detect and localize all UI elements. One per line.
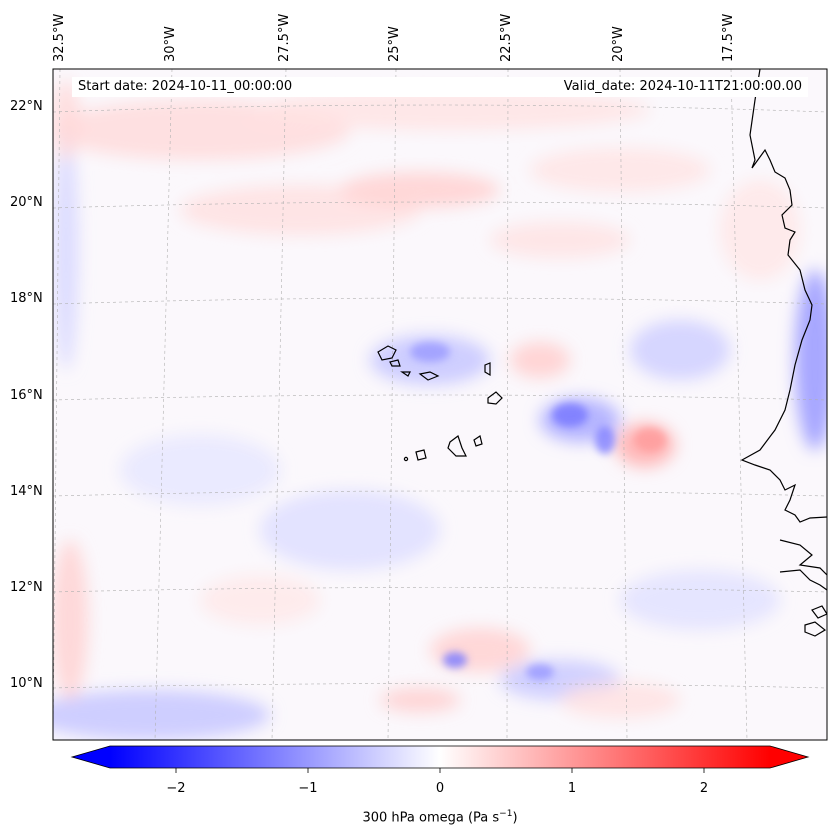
lon-label: 30°W bbox=[163, 26, 178, 62]
lon-label: 27.5°W bbox=[277, 13, 292, 62]
lat-label: 18°N bbox=[10, 291, 43, 306]
coastline bbox=[740, 69, 827, 637]
lon-label: 20°W bbox=[611, 26, 626, 62]
lon-label: 17.5°W bbox=[721, 13, 736, 62]
lat-label: 22°N bbox=[10, 99, 43, 114]
colorbar-label: 300 hPa omega (Pa s−1) bbox=[362, 809, 518, 826]
colorbar-tick-label: 0 bbox=[435, 781, 445, 796]
lon-label: 32.5°W bbox=[52, 13, 67, 62]
colorbar-tick-label: 1 bbox=[567, 781, 577, 796]
lat-label: 10°N bbox=[10, 676, 43, 691]
graticule bbox=[53, 69, 827, 740]
lon-label: 22.5°W bbox=[499, 13, 514, 62]
colorbar-tick-label: −1 bbox=[298, 781, 318, 796]
omega-field bbox=[53, 80, 827, 740]
colorbar-label-exponent: −1 bbox=[499, 809, 513, 819]
colorbar-label-suffix: ) bbox=[512, 810, 518, 826]
colorbar-tick-label: −2 bbox=[166, 781, 186, 796]
lat-label: 14°N bbox=[10, 484, 43, 499]
colorbar bbox=[70, 745, 810, 773]
lon-label: 25°W bbox=[387, 26, 402, 62]
valid-date: Valid_date: 2024-10-11T21:00:00.00 bbox=[563, 79, 802, 94]
lat-label: 20°N bbox=[10, 195, 43, 210]
header-bar: Start date: 2024-10-11_00:00:00 Valid_da… bbox=[72, 77, 808, 97]
start-date: Start date: 2024-10-11_00:00:00 bbox=[78, 79, 293, 94]
lat-label: 12°N bbox=[10, 580, 43, 595]
colorbar-label-prefix: 300 hPa omega (Pa s bbox=[362, 810, 500, 826]
lat-label: 16°N bbox=[10, 388, 43, 403]
cape-verde-islands bbox=[377, 345, 503, 462]
colorbar-tick-label: 2 bbox=[699, 781, 709, 796]
